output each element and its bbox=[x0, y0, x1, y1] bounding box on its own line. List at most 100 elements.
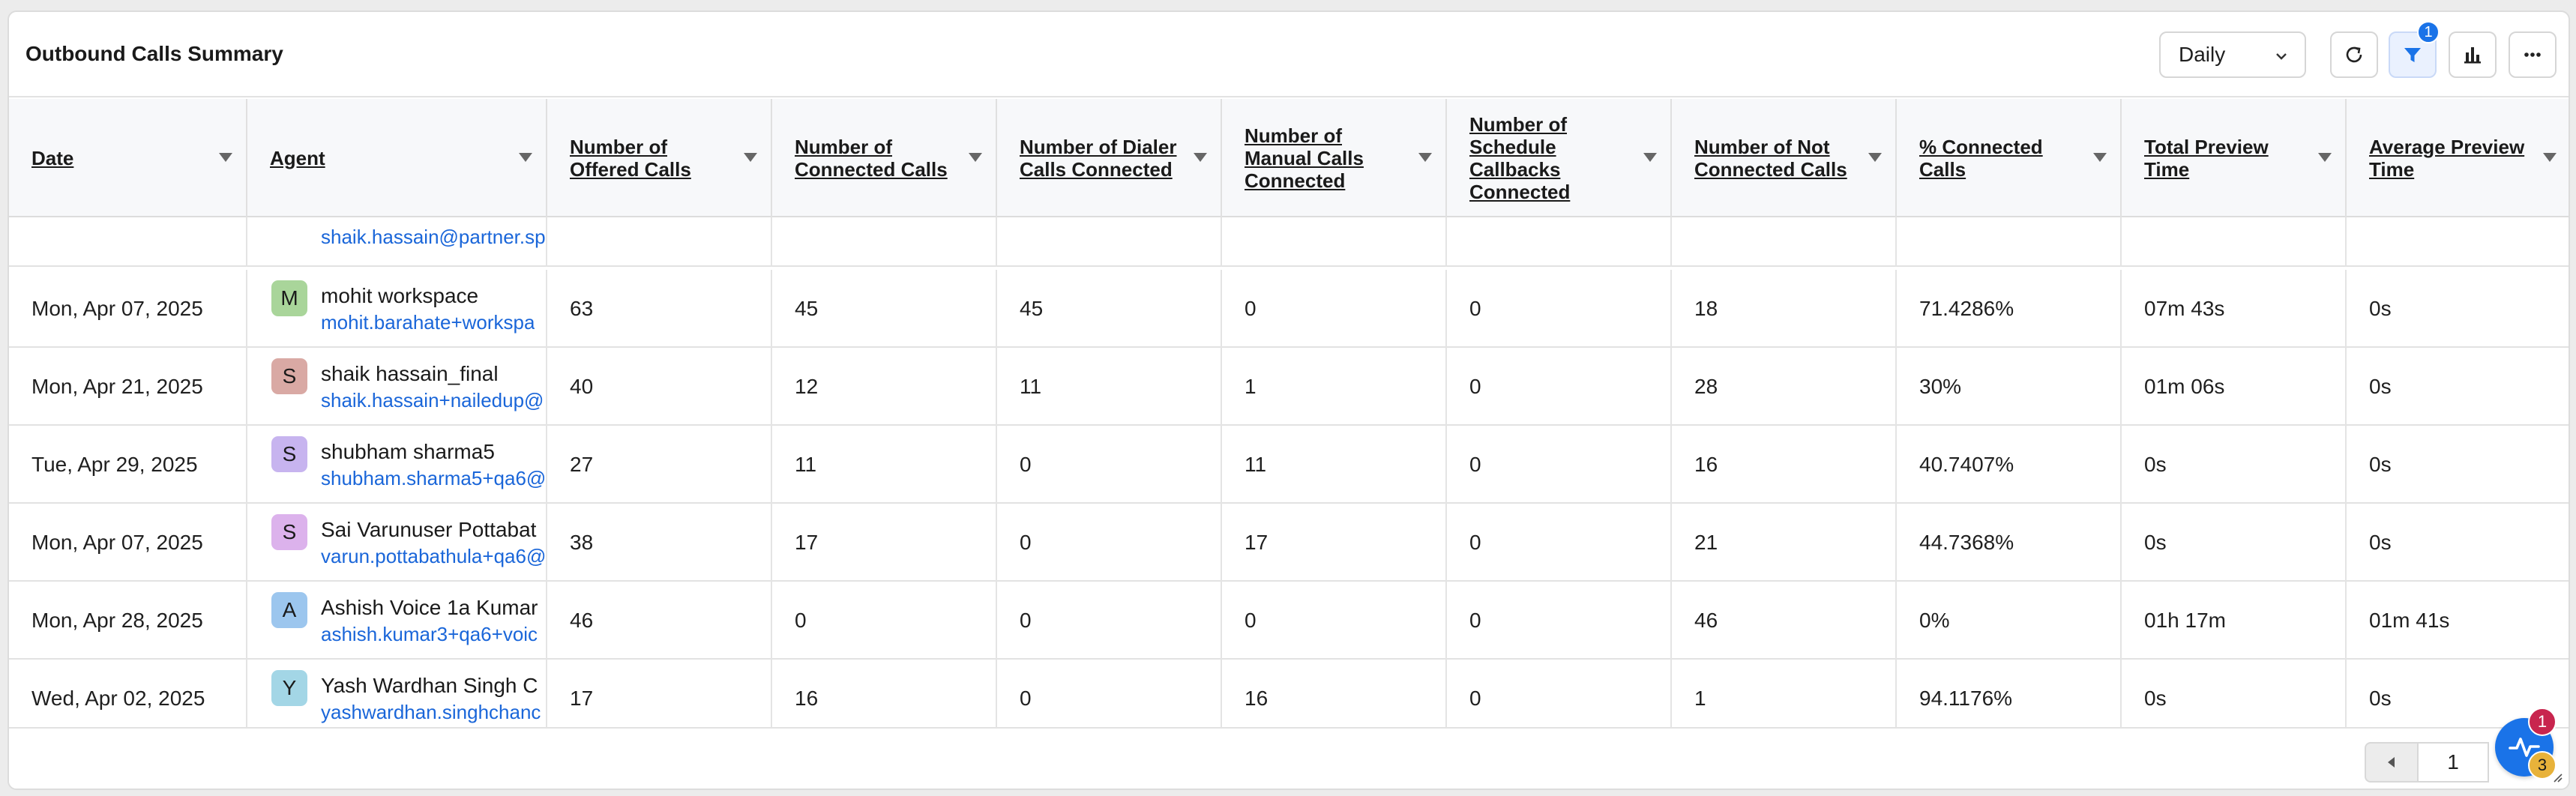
refresh-button[interactable] bbox=[2330, 31, 2378, 78]
avatar: S bbox=[271, 436, 307, 472]
agent-name: shaik hassain_final bbox=[321, 362, 499, 385]
sort-caret-icon[interactable] bbox=[1418, 153, 1432, 162]
sort-caret-icon[interactable] bbox=[744, 153, 757, 162]
resize-handle-icon[interactable] bbox=[2552, 772, 2563, 783]
manual-cell: 0 bbox=[1222, 270, 1447, 348]
period-select[interactable]: Daily bbox=[2159, 31, 2306, 78]
sort-caret-icon[interactable] bbox=[519, 153, 532, 162]
date-cell: Wed, Apr 02, 2025 bbox=[9, 660, 247, 727]
total-preview-cell: 01m 06s bbox=[2122, 348, 2347, 426]
chart-view-button[interactable] bbox=[2449, 31, 2497, 78]
manual-cell: 11 bbox=[1222, 426, 1447, 504]
filter-button[interactable]: 1 bbox=[2389, 21, 2440, 78]
dialer-cell: 0 bbox=[997, 426, 1222, 504]
connected-cell: 11 bbox=[772, 426, 997, 504]
manual-cell: 0 bbox=[1222, 582, 1447, 660]
date-cell: Mon, Apr 07, 2025 bbox=[9, 270, 247, 348]
period-select-value: Daily bbox=[2179, 43, 2226, 66]
sort-caret-icon[interactable] bbox=[2318, 153, 2332, 162]
pct-connected-cell: 40.7407% bbox=[1897, 426, 2122, 504]
sort-caret-icon[interactable] bbox=[1194, 153, 1207, 162]
agent-name: Sai Varunuser Pottabat bbox=[321, 518, 537, 541]
agent-email-link[interactable]: shaik.hassain@partner.sp bbox=[321, 226, 546, 248]
date-cell: Mon, Apr 28, 2025 bbox=[9, 582, 247, 660]
callbacks-cell: 0 bbox=[1447, 348, 1672, 426]
sort-caret-icon[interactable] bbox=[2543, 153, 2557, 162]
agent-email-link[interactable]: shaik.hassain+nailedup@ bbox=[321, 389, 544, 411]
report-card: Outbound Calls Summary Daily 1 bbox=[7, 10, 2570, 790]
avatar: S bbox=[271, 358, 307, 394]
sort-caret-icon[interactable] bbox=[1868, 153, 1882, 162]
filter-icon bbox=[2404, 48, 2421, 62]
more-options-button[interactable] bbox=[2509, 31, 2557, 78]
table-footer: 1 bbox=[9, 727, 2569, 789]
agent-email-link[interactable]: shubham.sharma5+qa6@ bbox=[321, 467, 546, 489]
avg-preview-cell: 0s bbox=[2347, 660, 2569, 727]
not-connected-cell: 46 bbox=[1672, 582, 1897, 660]
column-header-avg-preview[interactable]: Average Preview Time bbox=[2347, 99, 2569, 217]
agent-cell: Y Yash Wardhan Singh C yashwardhan.singhch… bbox=[247, 660, 547, 727]
pct-connected-cell: 30% bbox=[1897, 348, 2122, 426]
avatar: Y bbox=[271, 670, 307, 706]
column-header-dialer[interactable]: Number of Dialer Calls Connected bbox=[997, 99, 1222, 217]
column-header-label: Agent bbox=[270, 147, 325, 169]
avatar: A bbox=[271, 592, 307, 628]
previous-page-button[interactable] bbox=[2365, 742, 2419, 783]
pct-connected-cell: 94.1176% bbox=[1897, 660, 2122, 727]
column-header-manual[interactable]: Number of Manual Calls Connected bbox=[1222, 99, 1447, 217]
agent-info: Ashish Voice 1a Kumar ashish.kumar3+qa6+v… bbox=[321, 594, 538, 647]
dialer-cell: 0 bbox=[997, 660, 1222, 727]
column-header-offered[interactable]: Number of Offered Calls bbox=[547, 99, 772, 217]
agent-email-link[interactable]: ashish.kumar3+qa6+voic bbox=[321, 623, 538, 645]
sort-caret-icon[interactable] bbox=[1643, 153, 1657, 162]
sort-caret-icon[interactable] bbox=[219, 153, 232, 162]
column-header-not-connected[interactable]: Number of Not Connected Calls bbox=[1672, 99, 1897, 217]
callbacks-cell: 0 bbox=[1447, 504, 1672, 582]
column-header-pct-connected[interactable]: % Connected Calls bbox=[1897, 99, 2122, 217]
not-connected-cell: 18 bbox=[1672, 270, 1897, 348]
column-header-callbacks[interactable]: Number of Schedule Callbacks Connected bbox=[1447, 99, 1672, 217]
avg-preview-cell: 0s bbox=[2347, 426, 2569, 504]
offered-cell: 63 bbox=[547, 270, 772, 348]
not-connected-cell: 1 bbox=[1672, 660, 1897, 727]
agent-email-link[interactable]: varun.pottabathula+qa6@ bbox=[321, 545, 546, 567]
table-row[interactable]: Wed, Apr 02, 2025 Y Yash Wardhan Singh C ya… bbox=[9, 660, 2569, 727]
offered-cell: 27 bbox=[547, 426, 772, 504]
date-cell: Tue, Apr 29, 2025 bbox=[9, 426, 247, 504]
page-title: Outbound Calls Summary bbox=[25, 42, 283, 65]
column-header-total-preview[interactable]: Total Preview Time bbox=[2122, 99, 2347, 217]
refresh-icon bbox=[2346, 46, 2362, 63]
agent-name: shubham sharma5 bbox=[321, 440, 495, 463]
not-connected-cell: 28 bbox=[1672, 348, 1897, 426]
connected-cell: 16 bbox=[772, 660, 997, 727]
table-row[interactable]: Mon, Apr 28, 2025 A Ashish Voice 1a Kumar a… bbox=[9, 582, 2569, 660]
pending-count-badge: 3 bbox=[2528, 751, 2557, 780]
column-header-agent[interactable]: Agent bbox=[247, 99, 547, 217]
dialer-cell: 0 bbox=[997, 582, 1222, 660]
table-row[interactable]: Mon, Apr 07, 2025 S Sai Varunuser Pottabat… bbox=[9, 504, 2569, 582]
agent-info: shubham sharma5 shubham.sharma5+qa6@ bbox=[321, 438, 546, 491]
bar-chart-icon bbox=[2464, 47, 2481, 64]
column-header-label: Number of Dialer Calls Connected bbox=[1020, 136, 1177, 181]
current-page-number[interactable]: 1 bbox=[2417, 742, 2489, 783]
activity-icon bbox=[2509, 738, 2540, 757]
total-preview-cell: 0s bbox=[2122, 660, 2347, 727]
date-cell: Mon, Apr 21, 2025 bbox=[9, 348, 247, 426]
column-header-label: Number of Offered Calls bbox=[570, 136, 691, 181]
column-header-connected[interactable]: Number of Connected Calls bbox=[772, 99, 997, 217]
agent-email-link[interactable]: mohit.barahate+workspa bbox=[321, 311, 535, 334]
summary-table: Date Agent Number of Offered Calls Number o… bbox=[9, 99, 2569, 727]
avatar: S bbox=[271, 514, 307, 550]
manual-cell: 17 bbox=[1222, 504, 1447, 582]
callbacks-cell: 0 bbox=[1447, 426, 1672, 504]
agent-info: Sai Varunuser Pottabat varun.pottabathula… bbox=[321, 516, 546, 569]
column-header-date[interactable]: Date bbox=[9, 99, 247, 217]
sort-caret-icon[interactable] bbox=[2093, 153, 2107, 162]
sort-caret-icon[interactable] bbox=[969, 153, 982, 162]
filter-count-badge: 1 bbox=[2417, 21, 2440, 43]
agent-email-link[interactable]: yashwardhan.singhchanc bbox=[321, 701, 541, 723]
offered-cell: 40 bbox=[547, 348, 772, 426]
